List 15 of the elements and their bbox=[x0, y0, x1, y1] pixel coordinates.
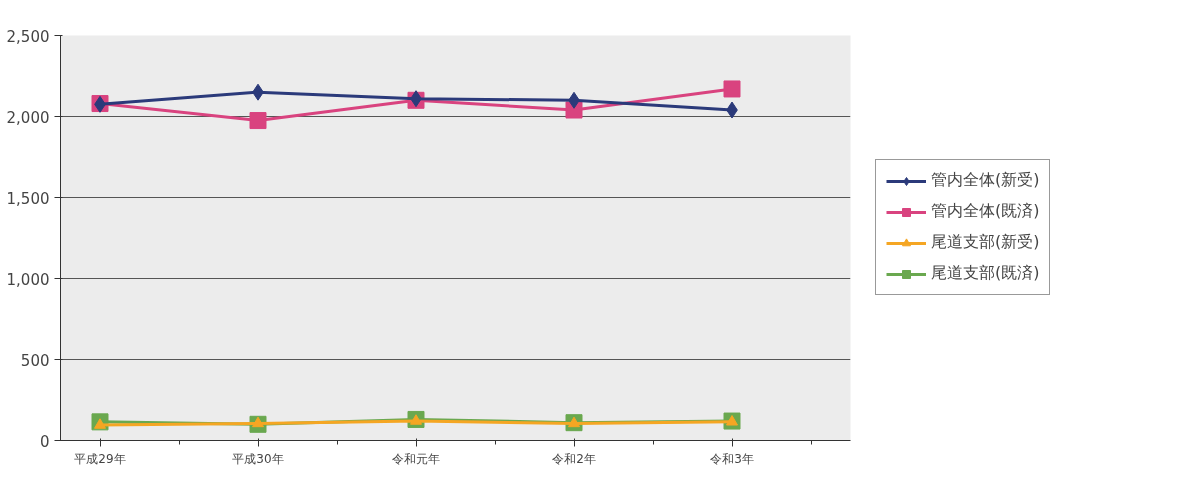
x-tick-label: 平成30年 bbox=[232, 451, 284, 466]
y-tick-label: 2,000 bbox=[6, 108, 50, 127]
y-tick-label: 0 bbox=[39, 432, 50, 451]
x-tick-label: 令和3年 bbox=[710, 451, 754, 466]
y-tick-label: 2,500 bbox=[6, 27, 50, 46]
x-tick-label: 令和2年 bbox=[552, 451, 596, 466]
x-tick-label: 平成29年 bbox=[74, 451, 126, 466]
legend-label: 管内全体(新受) bbox=[931, 170, 1040, 191]
legend-label: 尾道支部(新受) bbox=[931, 232, 1040, 253]
legend-label: 管内全体(既済) bbox=[931, 201, 1040, 222]
y-tick-label: 1,500 bbox=[6, 189, 50, 208]
y-tick-label: 1,000 bbox=[6, 270, 50, 289]
legend-label: 尾道支部(既済) bbox=[931, 263, 1040, 284]
y-tick-label: 500 bbox=[20, 351, 50, 370]
x-tick-label: 令和元年 bbox=[392, 451, 440, 466]
